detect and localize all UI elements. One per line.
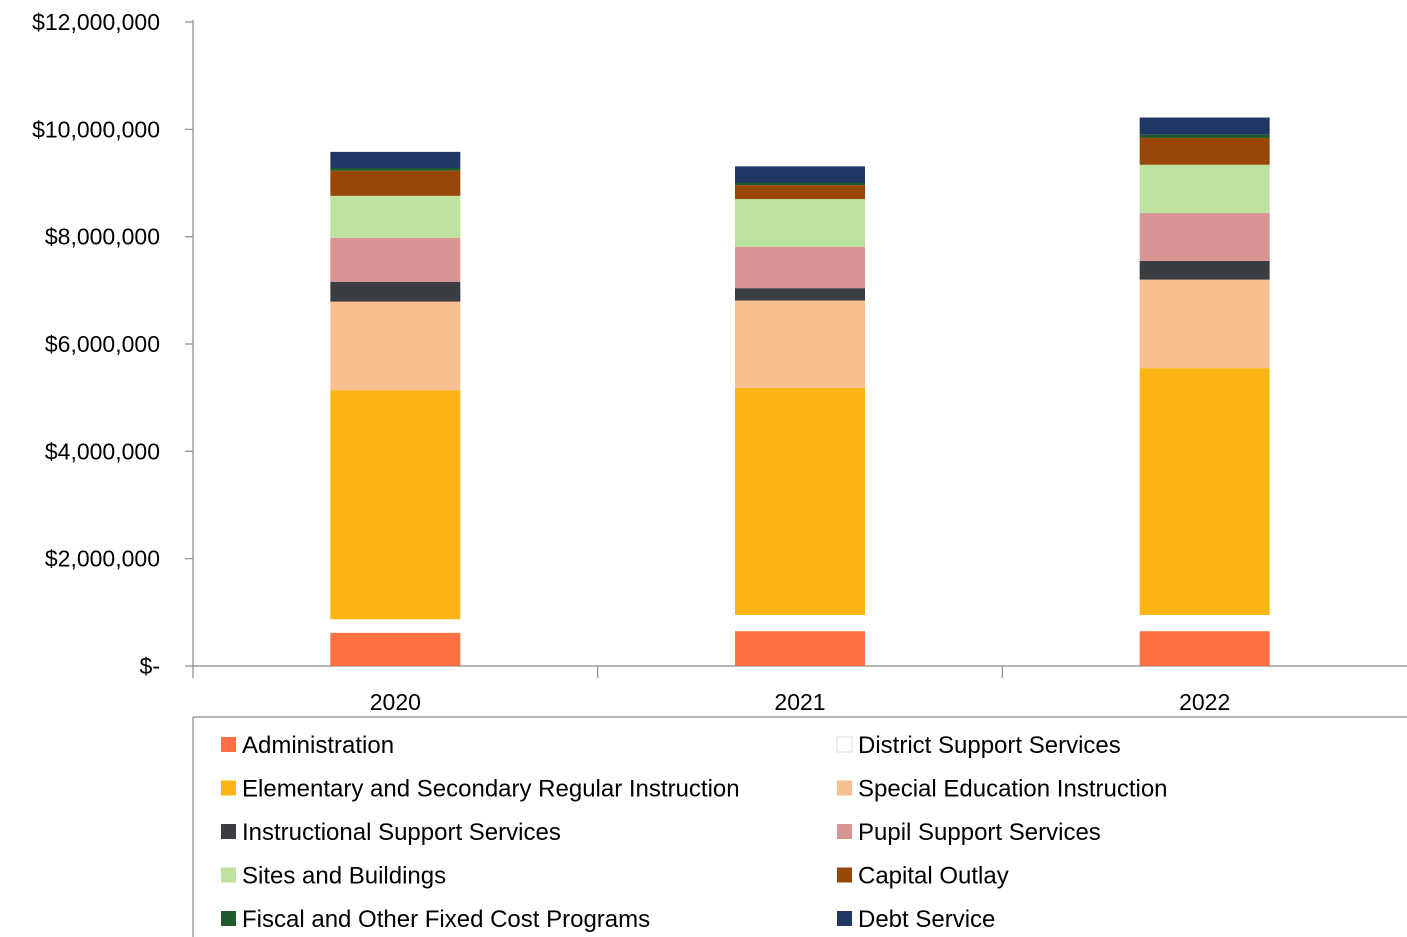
legend-label: Capital Outlay bbox=[858, 863, 1009, 890]
bar-segment bbox=[735, 185, 865, 200]
bar-segment bbox=[1139, 279, 1270, 369]
legend-label: Debt Service bbox=[858, 906, 995, 933]
legend-swatch bbox=[837, 824, 852, 839]
y-tick-label: $8,000,000 bbox=[45, 224, 160, 250]
bar-segment bbox=[735, 183, 865, 186]
legend-swatch bbox=[221, 737, 236, 752]
x-tick-label: 2022 bbox=[1179, 689, 1230, 715]
bar-segment bbox=[1139, 213, 1270, 261]
y-tick-label: $4,000,000 bbox=[45, 438, 160, 464]
legend-label: Sites and Buildings bbox=[242, 863, 446, 890]
bar-segment bbox=[330, 390, 461, 620]
bar-segment bbox=[330, 170, 461, 196]
bar-segment bbox=[330, 632, 461, 666]
bar-segment bbox=[735, 300, 865, 389]
bar-segment bbox=[330, 619, 461, 633]
legend-swatch bbox=[837, 911, 852, 926]
legend-label: Fiscal and Other Fixed Cost Programs bbox=[242, 906, 650, 933]
bar-segment bbox=[735, 631, 865, 666]
x-tick-label: 2021 bbox=[774, 689, 825, 715]
legend-swatch bbox=[837, 867, 852, 883]
bar-segment bbox=[1139, 368, 1270, 616]
legend-label: District Support Services bbox=[858, 732, 1121, 759]
bar-segment bbox=[330, 237, 461, 282]
bar-segment bbox=[1139, 134, 1270, 138]
bar-segment bbox=[735, 199, 865, 247]
bar-segment bbox=[735, 288, 865, 301]
legend-label: Pupil Support Services bbox=[858, 819, 1101, 846]
bar-segment bbox=[735, 166, 865, 183]
legend-swatch bbox=[836, 736, 853, 753]
bar-segment bbox=[735, 388, 865, 616]
legend-label: Special Education Instruction bbox=[858, 776, 1168, 803]
bar-segment bbox=[1139, 137, 1270, 165]
y-tick-label: $10,000,000 bbox=[32, 116, 160, 142]
bar-segment bbox=[330, 281, 461, 302]
legend-label: Administration bbox=[242, 732, 394, 759]
y-tick-label: $6,000,000 bbox=[45, 331, 160, 357]
bar-segment bbox=[330, 167, 461, 171]
bar-segment bbox=[1139, 631, 1270, 666]
bar-segment bbox=[735, 615, 865, 632]
bar-segment bbox=[1139, 260, 1270, 280]
bar-segment bbox=[1139, 117, 1270, 135]
legend-swatch bbox=[221, 867, 236, 883]
legend-label: Elementary and Secondary Regular Instruc… bbox=[242, 776, 740, 803]
bar-segment bbox=[1139, 164, 1270, 214]
legend-label: Instructional Support Services bbox=[242, 819, 561, 846]
bar-segment bbox=[1139, 615, 1270, 632]
bar-segment bbox=[330, 195, 461, 238]
y-tick-label: $2,000,000 bbox=[45, 546, 160, 572]
legend-swatch bbox=[221, 824, 236, 839]
legend-swatch bbox=[221, 911, 236, 926]
bar-segment bbox=[330, 301, 461, 391]
legend-swatch bbox=[221, 780, 236, 796]
bar-segment bbox=[735, 246, 865, 289]
bar-segment bbox=[330, 151, 461, 168]
x-tick-label: 2020 bbox=[370, 689, 421, 715]
legend-swatch bbox=[837, 780, 852, 796]
y-tick-label: $- bbox=[140, 653, 160, 679]
y-tick-label: $12,000,000 bbox=[32, 9, 160, 35]
